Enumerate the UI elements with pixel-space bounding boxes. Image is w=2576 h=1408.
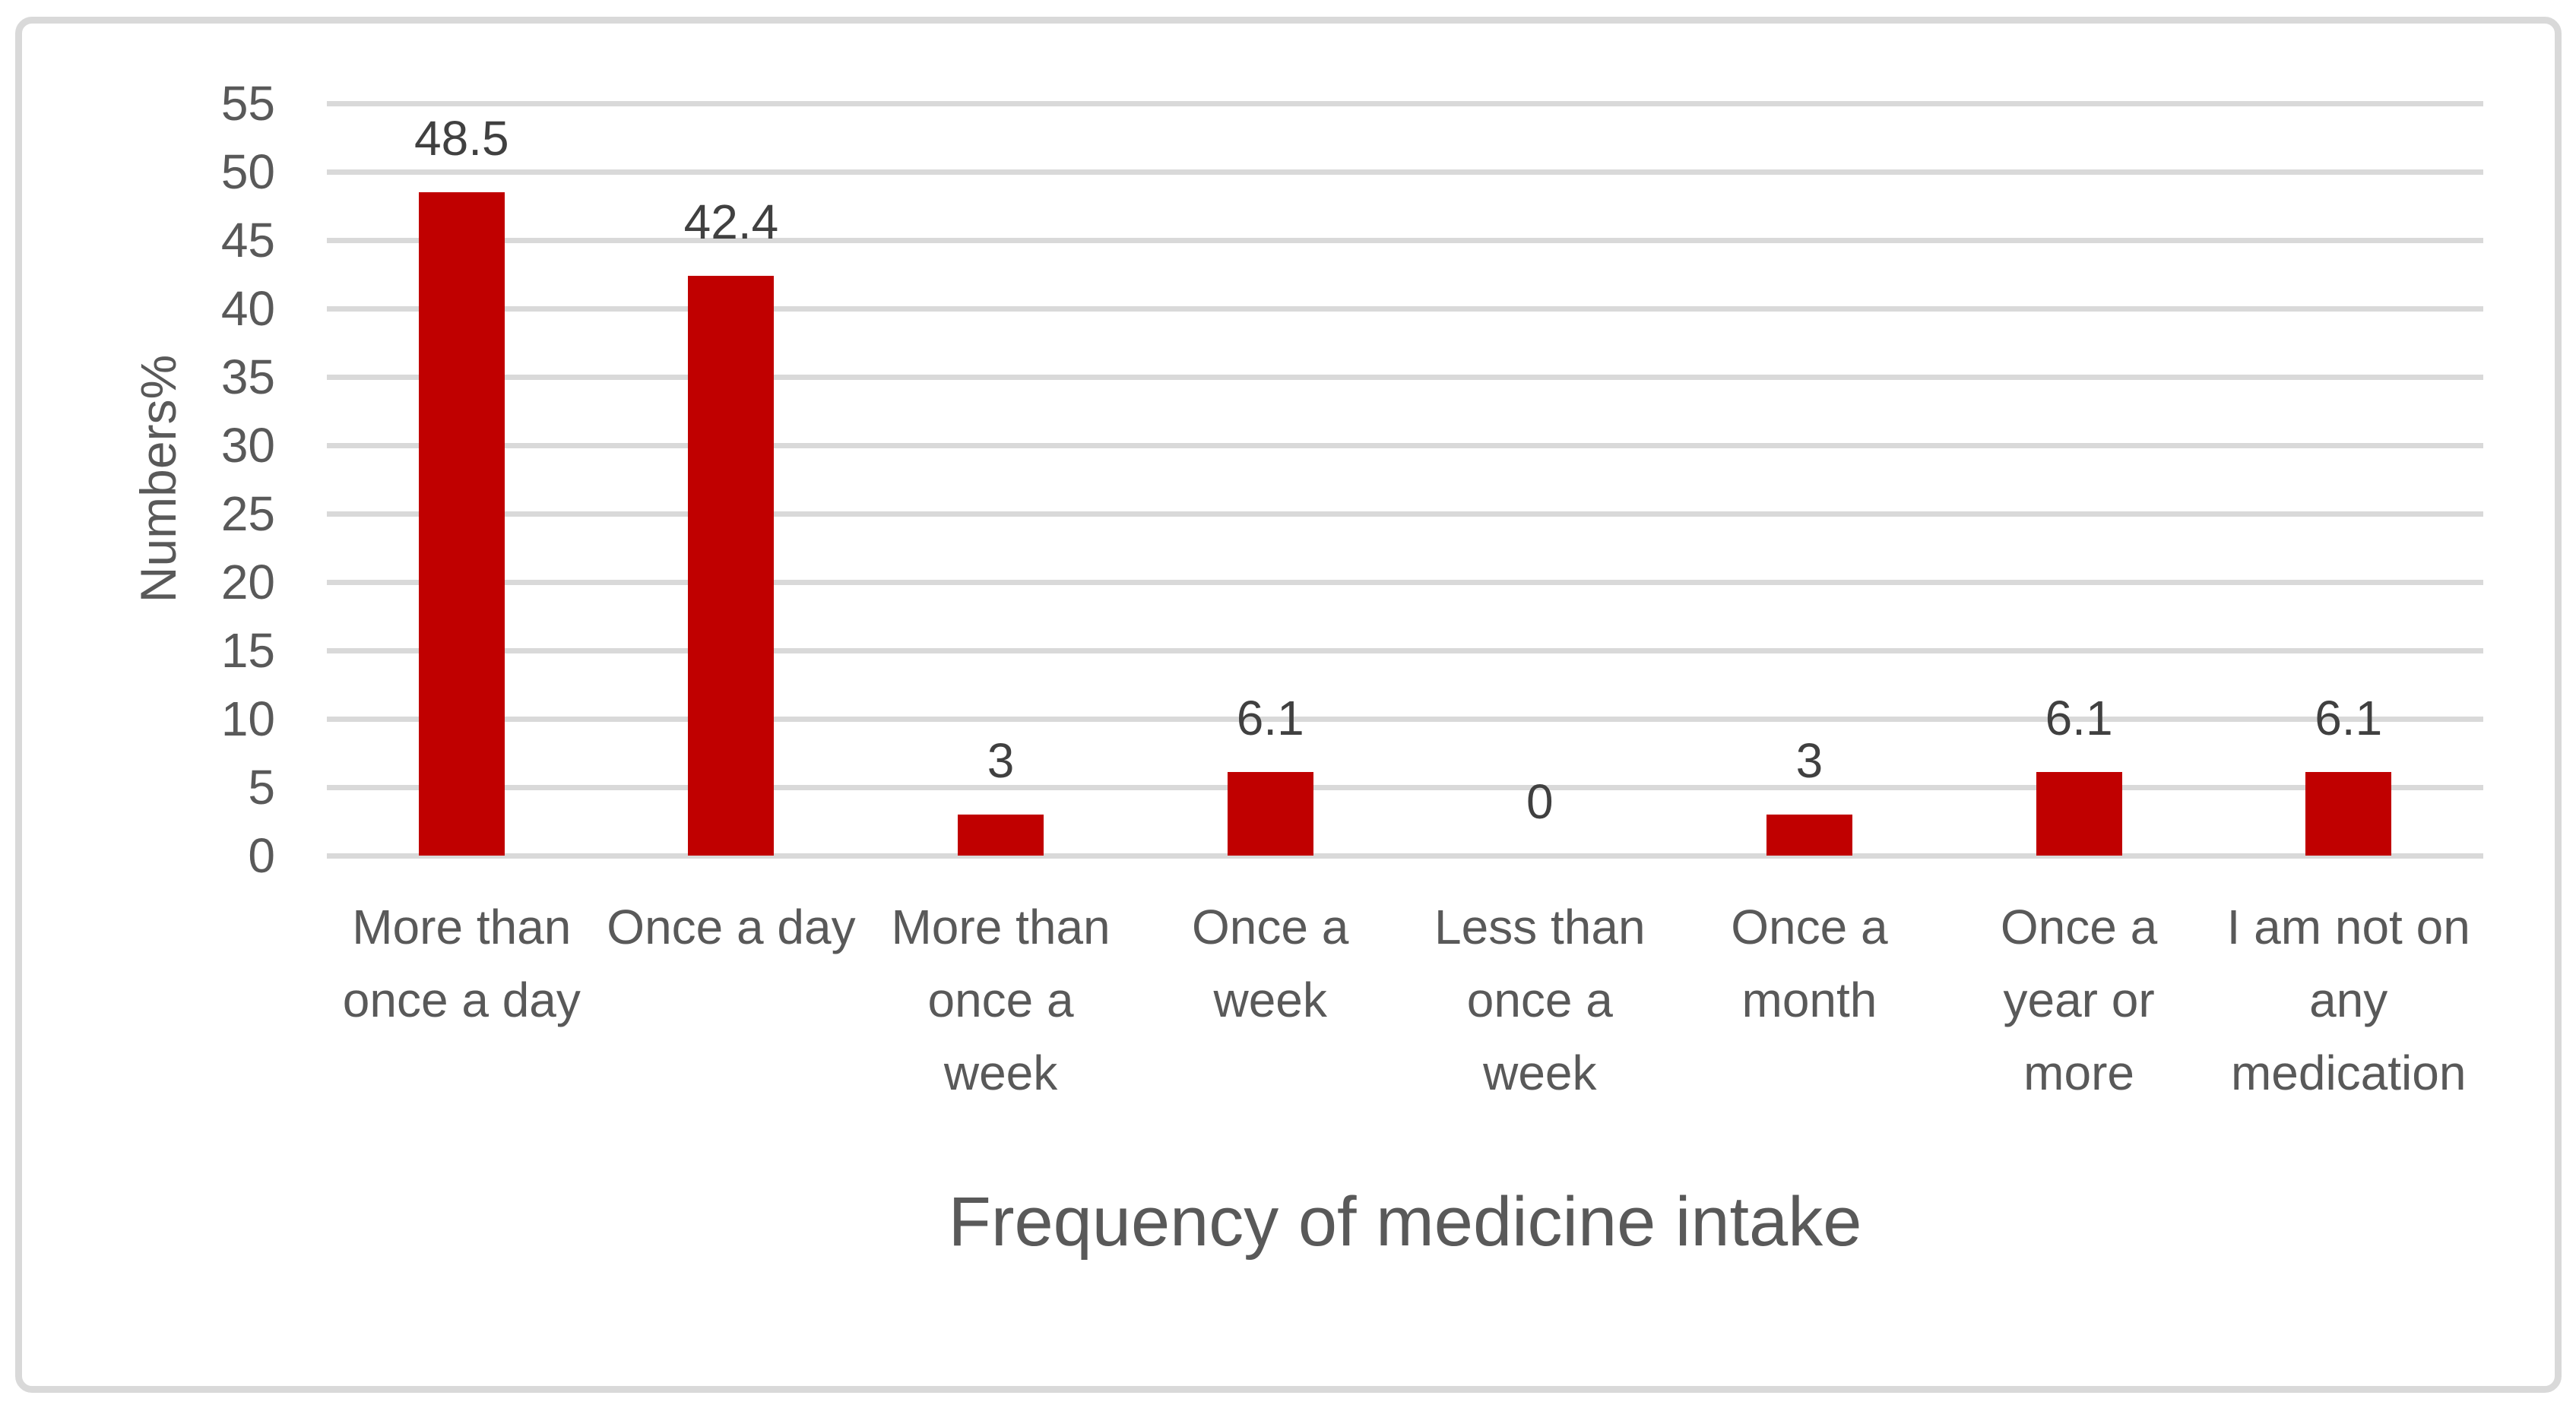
category-label-line: Once a [1192,900,1349,954]
category-label-line: week [943,1046,1058,1100]
category-label: I am not on any medication [2211,891,2486,1109]
gridline [327,511,2483,517]
bar-4 [1227,772,1313,856]
category-label-line: year or [2003,973,2155,1027]
category-label-line: medication [2230,1046,2467,1100]
y-tick-label: 30 [220,418,275,473]
category-label-line: I am not on [2226,900,2470,954]
category-label-line: more [2023,1046,2134,1100]
category-label-line: Once a day [607,900,856,954]
data-label: 0 [1526,774,1554,829]
bar-3 [958,815,1044,856]
y-tick-label: 40 [220,281,275,336]
y-tick-label: 25 [220,486,275,541]
category-label: More than once a day [324,891,599,1036]
data-label: 3 [1795,733,1823,788]
gridline [327,374,2483,380]
category-label-line: More than [352,900,572,954]
data-label: 6.1 [2315,691,2383,746]
bar-6 [1766,815,1852,856]
bar-2 [688,275,775,856]
y-tick-label: 50 [220,144,275,199]
category-label: Once a month [1671,891,1947,1036]
x-axis-title: Frequency of medicine intake [948,1183,1862,1261]
category-label-line: once a [927,973,1074,1027]
category-label-line: week [1483,1046,1597,1100]
gridline [327,100,2483,106]
data-label: 48.5 [414,111,509,166]
y-tick-label: 35 [220,350,275,404]
category-label-line: Once a [1731,900,1888,954]
y-tick-label: 55 [220,76,275,131]
y-tick-label: 5 [248,760,275,815]
category-label-line: once a [1466,973,1613,1027]
bar-1 [418,192,505,856]
category-label-line: any [2309,973,2388,1027]
gridline [327,647,2483,653]
data-label: 6.1 [2045,691,2113,746]
category-label: Less than once a week [1402,891,1678,1109]
y-tick-label: 10 [220,691,275,746]
category-label: Once a day [594,891,869,963]
y-tick-label: 15 [220,623,275,678]
gridline [327,442,2483,448]
gridline [327,784,2483,790]
x-axis-line [327,853,2483,859]
gridline [327,716,2483,722]
data-label: 42.4 [683,194,779,249]
gridline [327,237,2483,243]
bar-8 [2305,772,2392,856]
y-tick-label: 0 [248,828,275,883]
gridline [327,305,2483,312]
category-label: More than once a week [863,891,1139,1109]
y-tick-label: 20 [220,555,275,609]
y-tick-label: 45 [220,213,275,267]
category-label-line: week [1213,973,1327,1027]
data-label: 6.1 [1236,691,1304,746]
category-label: Once a week [1133,891,1408,1036]
category-label-line: More than [891,900,1111,954]
gridline [327,169,2483,175]
category-label: Once a year or more [1941,891,2216,1109]
category-label-line: month [1741,973,1877,1027]
data-label: 3 [987,733,1015,788]
category-label-line: once a day [342,973,581,1027]
category-label-line: Less than [1434,900,1646,954]
category-label-line: Once a [2000,900,2158,954]
plot-area: 48.5 42.4 3 6.1 0 3 6.1 6.1 [327,100,2483,859]
bar-7 [2036,772,2122,856]
gridline [327,579,2483,585]
